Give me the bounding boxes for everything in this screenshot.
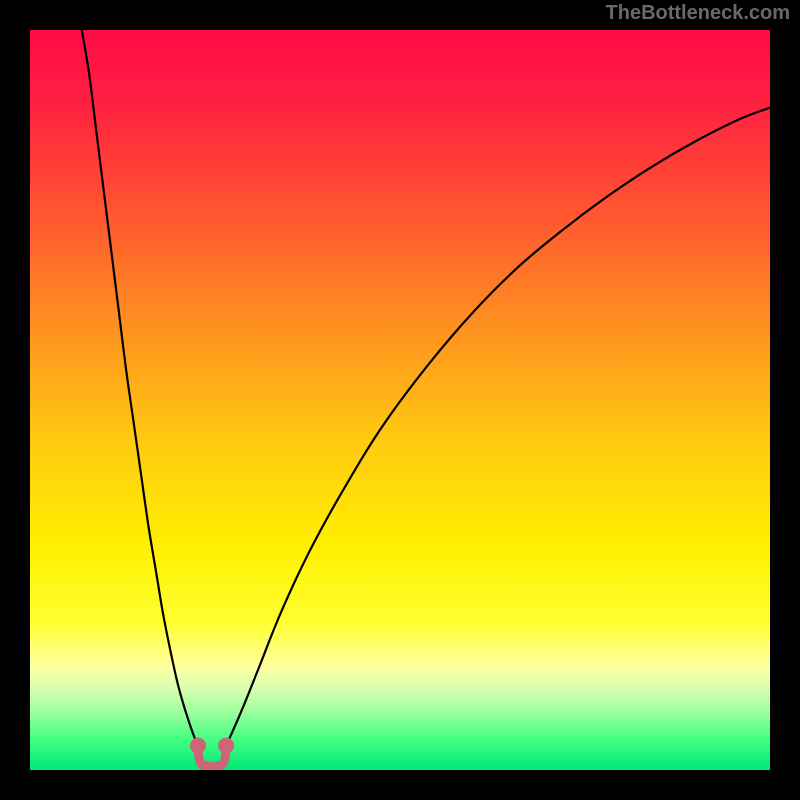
plot-area <box>30 30 770 770</box>
watermark-text: TheBottleneck.com <box>606 2 790 25</box>
chart-frame: TheBottleneck.com <box>0 0 800 800</box>
marker-dot-1 <box>218 738 234 754</box>
marker-dot-0 <box>190 738 206 754</box>
chart-svg <box>30 30 770 770</box>
